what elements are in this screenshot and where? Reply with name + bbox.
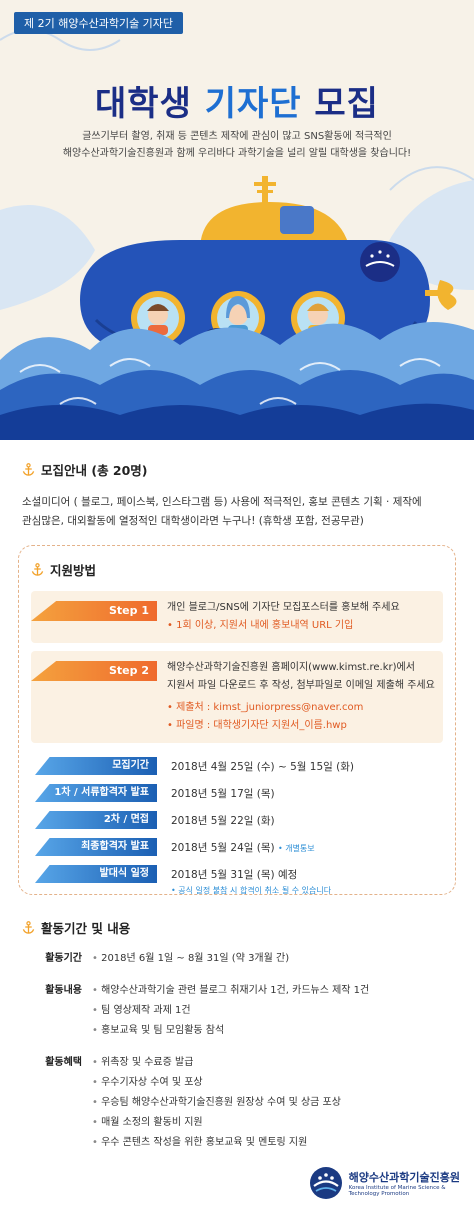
hero-banner: 제 2기 해양수산과학기술 기자단 대학생 기자단 모집 글쓰기부터 촬영, 취…: [0, 0, 474, 440]
edition-badge: 제 2기 해양수산과학기술 기자단: [14, 12, 184, 34]
schedule-label: 모집기간: [35, 757, 157, 775]
step-2-tag: Step 2: [31, 661, 157, 681]
step-1-sub: • 1회 이상, 지원서 내에 홍보내역 URL 기입: [167, 620, 354, 631]
activity-content-row: 활동내용 해양수산과학기술 관련 블로그 취재기사 1건, 카드뉴스 제작 1건…: [22, 981, 454, 1041]
step-1: Step 1 개인 블로그/SNS에 기자단 모집포스터를 홍보해 주세요 • …: [31, 591, 443, 643]
list-item: 우승팀 해양수산과학기술진흥원 원장상 수여 및 상금 포상: [92, 1093, 454, 1113]
recruit-section: 모집안내 (총 20명) 소셜미디어 ( 블로그, 페이스북, 인스타그램 등)…: [22, 460, 454, 531]
activity-heading-row: 활동기간 및 내용: [22, 918, 454, 937]
step-2-text-2: 지원서 파일 다운로드 후 작성, 첨부파일로 이메일 제출해 주세요: [167, 680, 435, 691]
intro-text: 글쓰기부터 촬영, 취재 등 콘텐츠 제작에 관심이 많고 SNS활동에 적극적…: [0, 128, 474, 162]
step-2-text-1: 해양수산과학기술진흥원 홈페이지(www.kimst.re.kr)에서: [167, 662, 415, 673]
schedule-value: 2018년 5월 22일 (화): [171, 814, 275, 827]
activity-heading: 활동기간 및 내용: [41, 921, 131, 936]
activity-section: 활동기간 및 내용 활동기간 2018년 6월 1일 ~ 8월 31일 (약 3…: [22, 918, 454, 1153]
schedule-row: 2차 / 면접 2018년 5월 22일 (화): [31, 811, 443, 829]
schedule-label: 발대식 일정: [35, 865, 157, 883]
kimst-logo-icon: [309, 1167, 342, 1199]
logo-name-ko: 해양수산과학기술진흥원: [348, 1171, 460, 1184]
activity-benefit-row: 활동혜택 위촉장 및 수료증 발급 우수기자상 수여 및 포상 우승팀 해양수산…: [22, 1053, 454, 1153]
schedule-value: 2018년 5월 24일 (목): [171, 841, 275, 854]
sea-waves: [0, 322, 474, 440]
recruit-line-1: 소셜미디어 ( 블로그, 페이스북, 인스타그램 등) 사용에 적극적인, 홍보…: [22, 496, 422, 508]
anchor-icon: [22, 921, 35, 934]
schedule-label: 최종합격자 발표: [35, 838, 157, 856]
schedule-row: 1차 / 서류합격자 발표 2018년 5월 17일 (목): [31, 784, 443, 802]
schedule-row: 발대식 일정 2018년 5월 31일 (목) 예정: [31, 865, 443, 883]
apply-heading: 지원방법: [50, 563, 97, 578]
page-title: 대학생 기자단 모집: [0, 76, 474, 125]
schedule-footnote: • 공식 일정 불참 시 합격이 취소 될 수 있습니다: [171, 886, 332, 895]
propeller-icon: [437, 280, 457, 310]
schedule-row: 최종합격자 발표 2018년 5월 24일 (목) • 개별통보: [31, 838, 443, 856]
list-item: 해양수산과학기술 관련 블로그 취재기사 1건, 카드뉴스 제작 1건: [92, 981, 454, 1001]
activity-period-row: 활동기간 2018년 6월 1일 ~ 8월 31일 (약 3개월 간): [22, 949, 454, 969]
kimst-logo: 해양수산과학기술진흥원 Korea Institute of Marine Sc…: [309, 1166, 460, 1200]
schedule-row: 모집기간 2018년 4월 25일 (수) ~ 5월 15일 (화): [31, 757, 443, 775]
title-part-1: 대학생: [95, 84, 192, 124]
activity-content-label: 활동내용: [45, 985, 82, 996]
porthole-1: [131, 291, 185, 345]
title-part-3: 모집: [314, 84, 379, 124]
list-item: 위촉장 및 수료증 발급: [92, 1053, 454, 1073]
schedule-value: 2018년 4월 25일 (수) ~ 5월 15일 (화): [171, 760, 354, 773]
step-1-tag: Step 1: [31, 601, 157, 621]
list-item: 우수기자상 수여 및 포상: [92, 1073, 454, 1093]
intro-line-1: 글쓰기부터 촬영, 취재 등 콘텐츠 제작에 관심이 많고 SNS활동에 적극적…: [82, 131, 392, 142]
list-item: 매월 소정의 활동비 지원: [92, 1113, 454, 1133]
intro-line-2: 해양수산과학기술진흥원과 함께 우리바다 과학기술을 널리 알릴 대학생을 찾습…: [62, 148, 412, 159]
list-item: 홍보교육 및 팀 모임활동 참석: [92, 1021, 454, 1041]
submarine-illustration: [0, 29, 474, 440]
schedule-value: 2018년 5월 17일 (목): [171, 787, 275, 800]
recruit-heading: 모집안내 (총 20명): [41, 463, 148, 478]
list-item: 우수 콘텐츠 작성을 위한 홍보교육 및 멘토링 지원: [92, 1133, 454, 1153]
recruit-heading-row: 모집안내 (총 20명): [22, 460, 454, 479]
activity-period-label: 활동기간: [45, 953, 82, 964]
list-item: 2018년 6월 1일 ~ 8월 31일 (약 3개월 간): [92, 949, 454, 969]
list-item: 팀 영상제작 과제 1건: [92, 1001, 454, 1021]
anchor-icon: [31, 563, 44, 576]
title-part-2: 기자단: [204, 84, 302, 124]
apply-section: 지원방법 Step 1 개인 블로그/SNS에 기자단 모집포스터를 홍보해 주…: [18, 545, 456, 895]
schedule-note-inline: • 개별통보: [277, 843, 315, 853]
apply-heading-row: 지원방법: [31, 560, 443, 579]
logo-name-en: Korea Institute of Marine Science & Tech…: [348, 1185, 446, 1197]
schedule-label: 2차 / 면접: [35, 811, 157, 829]
schedule-value: 2018년 5월 31일 (목) 예정: [171, 868, 298, 881]
step-list: Step 1 개인 블로그/SNS에 기자단 모집포스터를 홍보해 주세요 • …: [31, 591, 443, 743]
schedule-list: 모집기간 2018년 4월 25일 (수) ~ 5월 15일 (화) 1차 / …: [31, 757, 443, 883]
activity-benefit-label: 활동혜택: [45, 1057, 82, 1068]
step-2: Step 2 해양수산과학기술진흥원 홈페이지(www.kimst.re.kr)…: [31, 651, 443, 743]
file-name-rule: • 파일명 : 대학생기자단 지원서_이름.hwp: [167, 720, 347, 731]
recruit-line-2: 관심많은, 대외활동에 열정적인 대학생이라면 누구나! (휴학생 포함, 전공…: [22, 515, 364, 527]
recruit-description: 소셜미디어 ( 블로그, 페이스북, 인스타그램 등) 사용에 적극적인, 홍보…: [22, 493, 454, 531]
submission-email[interactable]: • 제출처 : kimst_juniorpress@naver.com: [167, 702, 364, 713]
step-1-text: 개인 블로그/SNS에 기자단 모집포스터를 홍보해 주세요: [167, 602, 400, 613]
anchor-icon: [22, 463, 35, 476]
schedule-label: 1차 / 서류합격자 발표: [35, 784, 157, 802]
